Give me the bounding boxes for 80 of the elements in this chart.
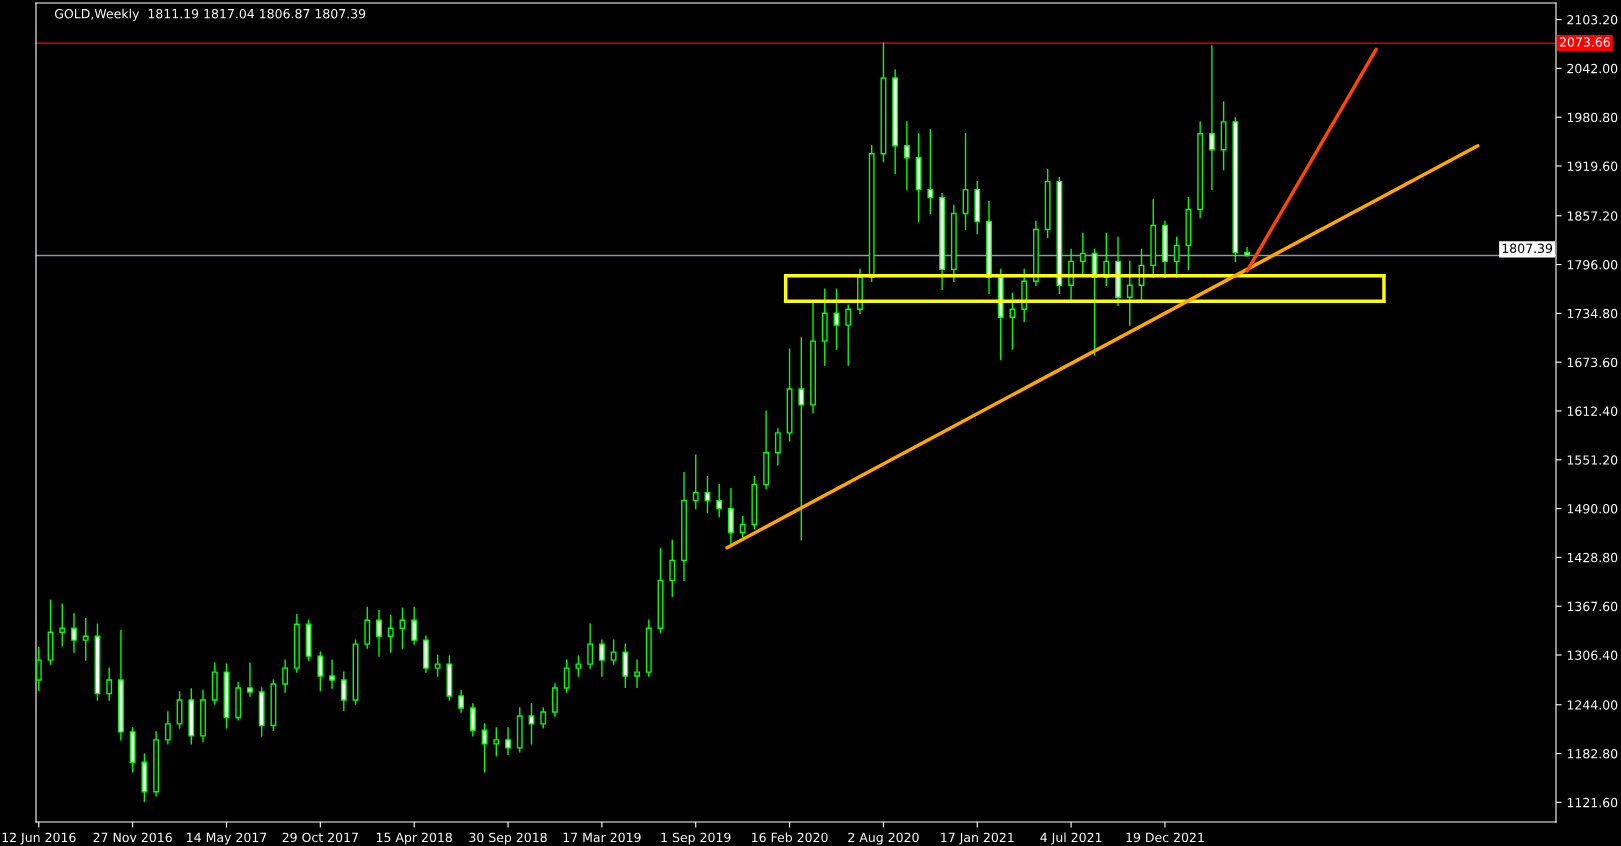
y-tick-label: 2042.00 [1567, 63, 1618, 74]
candlestick [528, 703, 535, 745]
candlestick [329, 659, 335, 689]
candlestick [164, 711, 171, 745]
y-tick-label: 1182.80 [1567, 749, 1618, 759]
candlestick [376, 609, 382, 657]
candlestick [1244, 247, 1251, 257]
candlestick [247, 662, 253, 697]
candlestick [434, 654, 441, 677]
candlestick [692, 454, 699, 510]
ref-line-label: 2073.66 [1559, 37, 1610, 47]
y-tick-label: 1121.60 [1567, 797, 1618, 808]
candlestick [575, 655, 582, 677]
x-tick-label: 27 Nov 2016 [93, 832, 172, 843]
x-tick-label: 16 Feb 2020 [752, 832, 828, 843]
candlestick [1126, 260, 1133, 326]
candlestick [927, 129, 934, 215]
candlestick [1208, 45, 1215, 191]
y-tick-label: 1367.60 [1567, 601, 1618, 612]
candlestick [1173, 236, 1180, 279]
candlestick [798, 337, 805, 541]
candlestick [36, 646, 42, 692]
x-tick-label: 29 Oct 2017 [282, 832, 358, 843]
candlestick [411, 606, 418, 645]
candlestick [727, 487, 734, 546]
y-tick-label: 1306.40 [1567, 650, 1618, 660]
candlestick [610, 639, 617, 665]
y-tick-label: 1428.80 [1567, 552, 1618, 563]
candlestick [587, 623, 594, 669]
x-tick-label: 1 Sep 2019 [661, 832, 731, 845]
candlestick [493, 727, 500, 757]
candlestick [598, 639, 605, 677]
y-tick-label: 1490.00 [1567, 504, 1618, 514]
candlestick [845, 304, 852, 366]
x-tick-label: 17 Mar 2019 [563, 832, 641, 843]
x-tick-label: 14 May 2017 [187, 832, 267, 845]
candlestick [82, 617, 89, 661]
candlestick [716, 483, 723, 518]
y-tick-label: 1612.40 [1567, 406, 1618, 416]
x-tick-label: 19 Dec 2021 [1126, 832, 1204, 843]
candlestick [71, 613, 77, 653]
candlestick [469, 703, 476, 737]
y-tick-label: 1857.20 [1567, 211, 1618, 221]
x-tick-label: 4 Jul 2021 [1040, 832, 1102, 845]
x-tick-label: 30 Sep 2018 [469, 832, 547, 845]
candlestick [1091, 248, 1098, 356]
y-tick-label: 1734.80 [1567, 308, 1618, 319]
y-tick-label: 1673.60 [1567, 357, 1618, 368]
candlestick [458, 689, 465, 713]
y-tick-label: 2103.20 [1567, 15, 1618, 25]
candlestick [669, 539, 676, 598]
y-tick-label: 1919.60 [1567, 161, 1618, 171]
candlestick [106, 667, 113, 701]
candlestick [505, 727, 511, 755]
candlestick [563, 659, 570, 693]
candlestick [282, 659, 289, 693]
x-tick-label: 17 Jan 2021 [941, 832, 1014, 845]
candlestick [774, 428, 781, 466]
candlestick [552, 683, 558, 717]
y-tick-label: 1551.20 [1567, 455, 1618, 465]
ref-line-label: 1807.39 [1502, 243, 1553, 254]
candlestick [340, 671, 347, 712]
candlestick [59, 603, 66, 647]
chart-title: GOLD,Weekly 1811.19 1817.04 1806.87 1807.39 [54, 8, 366, 21]
candlestick [364, 606, 371, 649]
x-tick-label: 15 Apr 2018 [376, 832, 452, 845]
candlestick [739, 515, 746, 538]
y-tick-label: 1796.00 [1567, 260, 1618, 270]
candlestick [1079, 232, 1086, 275]
candlestick [634, 659, 641, 688]
candlestick [387, 614, 394, 653]
x-tick-label: 12 Jun 2016 [2, 832, 76, 845]
y-tick-label: 1980.80 [1567, 112, 1618, 123]
y-tick-label: 1244.00 [1567, 700, 1618, 710]
candlestick [317, 651, 324, 692]
candlestick [540, 707, 547, 729]
candlestick [1068, 248, 1075, 302]
candlestick [903, 121, 910, 191]
x-tick-label: 2 Aug 2020 [848, 832, 919, 845]
candlestick [622, 643, 629, 688]
